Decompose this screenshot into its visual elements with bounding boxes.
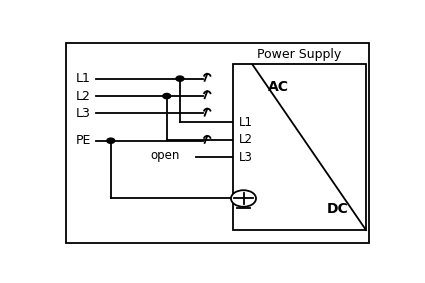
Text: L1: L1 xyxy=(76,72,91,85)
Text: L3: L3 xyxy=(239,151,253,164)
Text: DC: DC xyxy=(327,202,349,216)
Text: PE: PE xyxy=(76,134,91,147)
Text: AC: AC xyxy=(268,80,289,94)
Text: Power Supply: Power Supply xyxy=(258,48,342,61)
Circle shape xyxy=(176,76,184,81)
Circle shape xyxy=(163,93,171,99)
Text: open: open xyxy=(150,149,180,162)
Circle shape xyxy=(231,190,256,207)
Text: L1: L1 xyxy=(239,116,253,129)
Text: L3: L3 xyxy=(76,107,91,120)
Bar xyxy=(232,65,366,230)
Circle shape xyxy=(107,138,115,143)
Text: L2: L2 xyxy=(76,89,91,102)
Text: L2: L2 xyxy=(239,133,253,146)
